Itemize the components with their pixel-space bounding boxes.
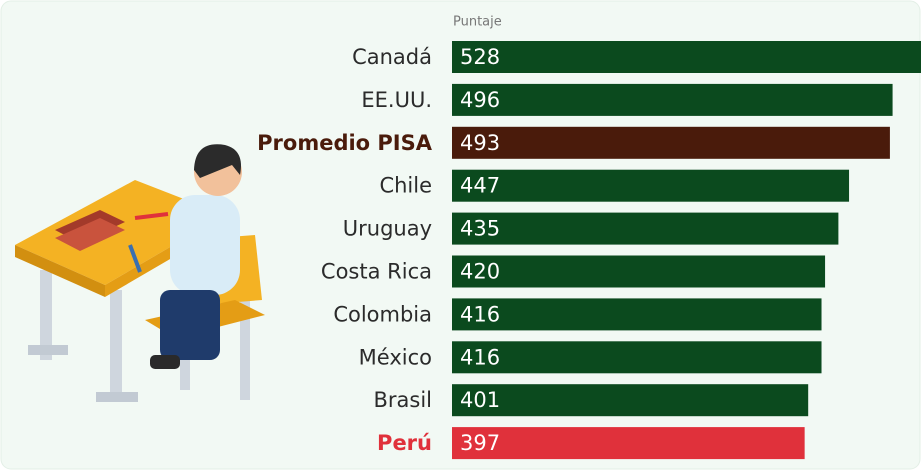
value-label: 447: [460, 174, 500, 198]
category-label: Brasil: [373, 388, 432, 412]
value-label: 397: [460, 431, 500, 455]
bar: [452, 384, 809, 417]
category-label: Chile: [379, 174, 432, 198]
category-label: Perú: [377, 431, 432, 455]
value-label: 420: [460, 260, 500, 284]
value-label: 496: [460, 88, 500, 112]
bar: [452, 255, 826, 288]
bar: [452, 169, 850, 202]
value-label: 435: [460, 217, 500, 241]
category-label: México: [359, 345, 432, 369]
category-label: EE.UU.: [361, 88, 432, 112]
bar: [452, 41, 921, 73]
value-label: 416: [460, 345, 500, 369]
bar: [452, 341, 822, 374]
category-label: Promedio PISA: [257, 131, 433, 155]
category-label: Costa Rica: [321, 260, 432, 284]
bar: [452, 427, 805, 460]
value-label: 528: [460, 45, 500, 69]
value-label: 493: [460, 131, 500, 155]
category-label: Canadá: [352, 45, 432, 69]
value-label: 401: [460, 388, 500, 412]
illustration: [15, 144, 265, 402]
category-label: Colombia: [333, 302, 432, 326]
category-label: Uruguay: [343, 217, 432, 241]
bar: [452, 83, 893, 116]
bar: [452, 126, 890, 159]
value-label: 416: [460, 302, 500, 326]
bar: [452, 298, 822, 331]
bar: [452, 212, 839, 245]
axis-label: Puntaje: [453, 15, 502, 30]
